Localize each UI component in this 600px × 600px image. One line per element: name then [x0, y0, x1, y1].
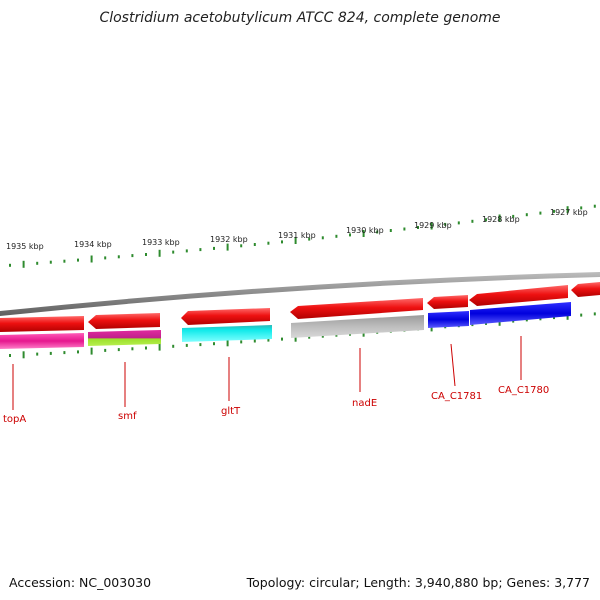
- gene-label-smf[interactable]: smf: [118, 411, 137, 422]
- gene-label-topA[interactable]: topA: [3, 414, 26, 425]
- cds-feature[interactable]: [0, 316, 84, 332]
- kbp-label: 1935 kbp: [6, 242, 44, 251]
- kbp-label: 1934 kbp: [74, 240, 112, 249]
- gene-block-CA_C1781[interactable]: [428, 311, 469, 328]
- kbp-ruler-ticks: [9, 204, 596, 268]
- map-title: Clostridium acetobutylicum ATCC 824, com…: [99, 10, 501, 26]
- gene-label-CA_C1780[interactable]: CA_C1780: [498, 385, 549, 396]
- genome-backbone: [0, 272, 600, 316]
- gene-block-smf[interactable]: [88, 330, 161, 346]
- kbp-label: 1932 kbp: [210, 235, 248, 244]
- gene-track: [0, 302, 571, 349]
- gene-block-CA_C1780[interactable]: [470, 302, 571, 325]
- gene-label-CA_C1781[interactable]: CA_C1781: [431, 391, 482, 402]
- cds-feature[interactable]: [469, 285, 568, 306]
- gene-block-nadE[interactable]: [291, 315, 424, 338]
- cds-track: [0, 282, 600, 332]
- cds-feature[interactable]: [427, 295, 468, 309]
- kbp-label: 1931 kbp: [278, 231, 316, 240]
- accession-text: Accession: NC_003030: [9, 575, 152, 590]
- gene-leader-lines: [12, 336, 522, 410]
- kbp-label: 1928 kbp: [482, 215, 520, 224]
- gene-label-gltT[interactable]: gltT: [221, 406, 241, 417]
- cds-feature[interactable]: [88, 313, 160, 329]
- gene-block-gltT[interactable]: [182, 325, 272, 342]
- cds-feature[interactable]: [290, 298, 423, 319]
- cds-feature[interactable]: [181, 308, 270, 325]
- kbp-label: 1930 kbp: [346, 226, 384, 235]
- kbp-label: 1929 kbp: [414, 221, 452, 230]
- kbp-label: 1933 kbp: [142, 238, 180, 247]
- genome-summary-text: Topology: circular; Length: 3,940,880 bp…: [246, 575, 590, 590]
- kbp-label: 1927 kbp: [550, 208, 588, 217]
- gene-label-nadE[interactable]: nadE: [352, 398, 377, 409]
- gene-block-topA[interactable]: [0, 333, 84, 349]
- cds-feature[interactable]: [571, 282, 600, 297]
